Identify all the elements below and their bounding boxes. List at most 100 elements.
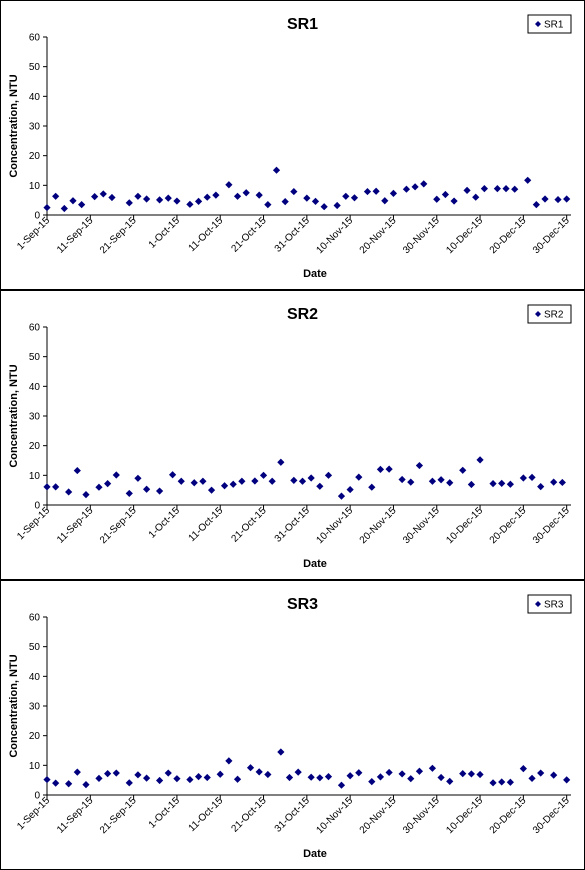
data-point — [389, 189, 398, 197]
data-point — [346, 772, 354, 780]
data-point — [216, 770, 224, 778]
data-point — [82, 781, 90, 789]
data-point — [333, 201, 341, 210]
y-tick-label: 30 — [29, 122, 41, 133]
data-point — [73, 466, 81, 475]
data-point — [346, 485, 354, 494]
chart-frame — [0, 290, 585, 580]
data-point — [155, 196, 164, 204]
chart-panel-sr3: SR3 0 10 20 30 40 50 60 1-Sep-15 11-Sep-15 21-Sep-… — [0, 580, 585, 870]
data-point — [550, 478, 558, 486]
x-axis-title: Date — [303, 848, 327, 860]
data-point — [498, 778, 506, 786]
y-tick-label: 30 — [29, 702, 41, 713]
data-point — [238, 477, 246, 485]
data-point — [95, 483, 103, 491]
data-point — [134, 192, 142, 200]
data-point — [528, 774, 536, 782]
data-point — [472, 193, 480, 201]
y-tick-label: 40 — [29, 92, 41, 103]
data-point — [493, 184, 501, 193]
data-point — [506, 778, 514, 786]
y-axis-title: Concentration, NTU — [8, 364, 20, 467]
data-point — [134, 771, 142, 779]
y-tick-label: 60 — [29, 33, 41, 44]
legend-marker — [535, 21, 541, 27]
y-tick-label: 0 — [34, 501, 40, 512]
data-point — [108, 193, 116, 202]
data-point — [99, 190, 107, 198]
data-point — [95, 774, 103, 782]
data-point — [220, 482, 229, 490]
data-point — [233, 192, 242, 200]
data-point — [52, 192, 60, 200]
data-point — [268, 477, 276, 485]
data-point — [411, 183, 419, 191]
data-point — [489, 779, 497, 787]
data-point — [407, 478, 415, 486]
data-point — [463, 186, 471, 194]
data-point — [190, 479, 198, 487]
y-tick-label: 10 — [29, 181, 41, 192]
data-point — [311, 197, 320, 205]
data-point — [203, 193, 211, 201]
data-point — [65, 488, 73, 496]
chart-title: SR2 — [287, 306, 318, 323]
data-point — [420, 180, 428, 188]
data-point — [272, 166, 281, 174]
data-point — [415, 767, 424, 775]
data-point — [173, 197, 181, 205]
x-axis-title: Date — [303, 558, 327, 570]
y-tick-label: 60 — [29, 613, 41, 624]
data-point — [506, 480, 514, 488]
y-tick-label: 30 — [29, 412, 41, 423]
chart-panel-sr1: SR1 0 10 20 30 40 50 60 1-Sep-15 11-Sep-15 21-Sep-… — [0, 0, 585, 290]
data-point — [125, 779, 133, 787]
data-point — [381, 197, 389, 205]
y-tick-label: 50 — [29, 62, 41, 73]
data-point — [316, 774, 324, 782]
chart-panel-sr2: SR2 0 10 20 30 40 50 60 1-Sep-15 11-Sep-15 21-Sep-… — [0, 290, 585, 580]
chart-title: SR3 — [287, 596, 318, 613]
data-point — [303, 194, 311, 202]
data-point — [563, 776, 571, 784]
data-point — [415, 461, 424, 470]
legend-box — [527, 304, 572, 324]
data-point — [168, 471, 177, 479]
data-point — [320, 203, 328, 211]
data-point — [173, 775, 181, 783]
data-point — [52, 483, 60, 491]
y-axis-title: Concentration, NTU — [8, 74, 20, 177]
data-point — [164, 194, 172, 202]
legend-label: SR3 — [544, 600, 564, 611]
legend-marker — [535, 601, 541, 607]
data-point — [554, 195, 562, 204]
data-point — [355, 473, 363, 481]
data-point — [125, 489, 133, 498]
data-point — [155, 776, 164, 785]
y-tick-label: 50 — [29, 642, 41, 653]
data-point — [186, 200, 194, 208]
data-point — [385, 465, 393, 473]
data-point — [441, 190, 450, 199]
data-point — [446, 777, 454, 785]
data-point — [43, 203, 51, 212]
data-point — [350, 194, 359, 202]
data-point — [467, 770, 475, 778]
data-point — [242, 189, 250, 197]
data-point — [73, 768, 81, 776]
data-point — [82, 491, 90, 499]
y-axis-title: Concentration, NTU — [8, 654, 20, 757]
data-point — [229, 480, 237, 488]
data-point — [368, 483, 376, 491]
data-point — [437, 476, 445, 484]
data-point — [60, 204, 68, 213]
data-point — [125, 199, 133, 207]
data-point — [281, 198, 289, 206]
data-point — [143, 195, 151, 203]
data-point — [541, 195, 549, 203]
data-point — [91, 193, 99, 201]
